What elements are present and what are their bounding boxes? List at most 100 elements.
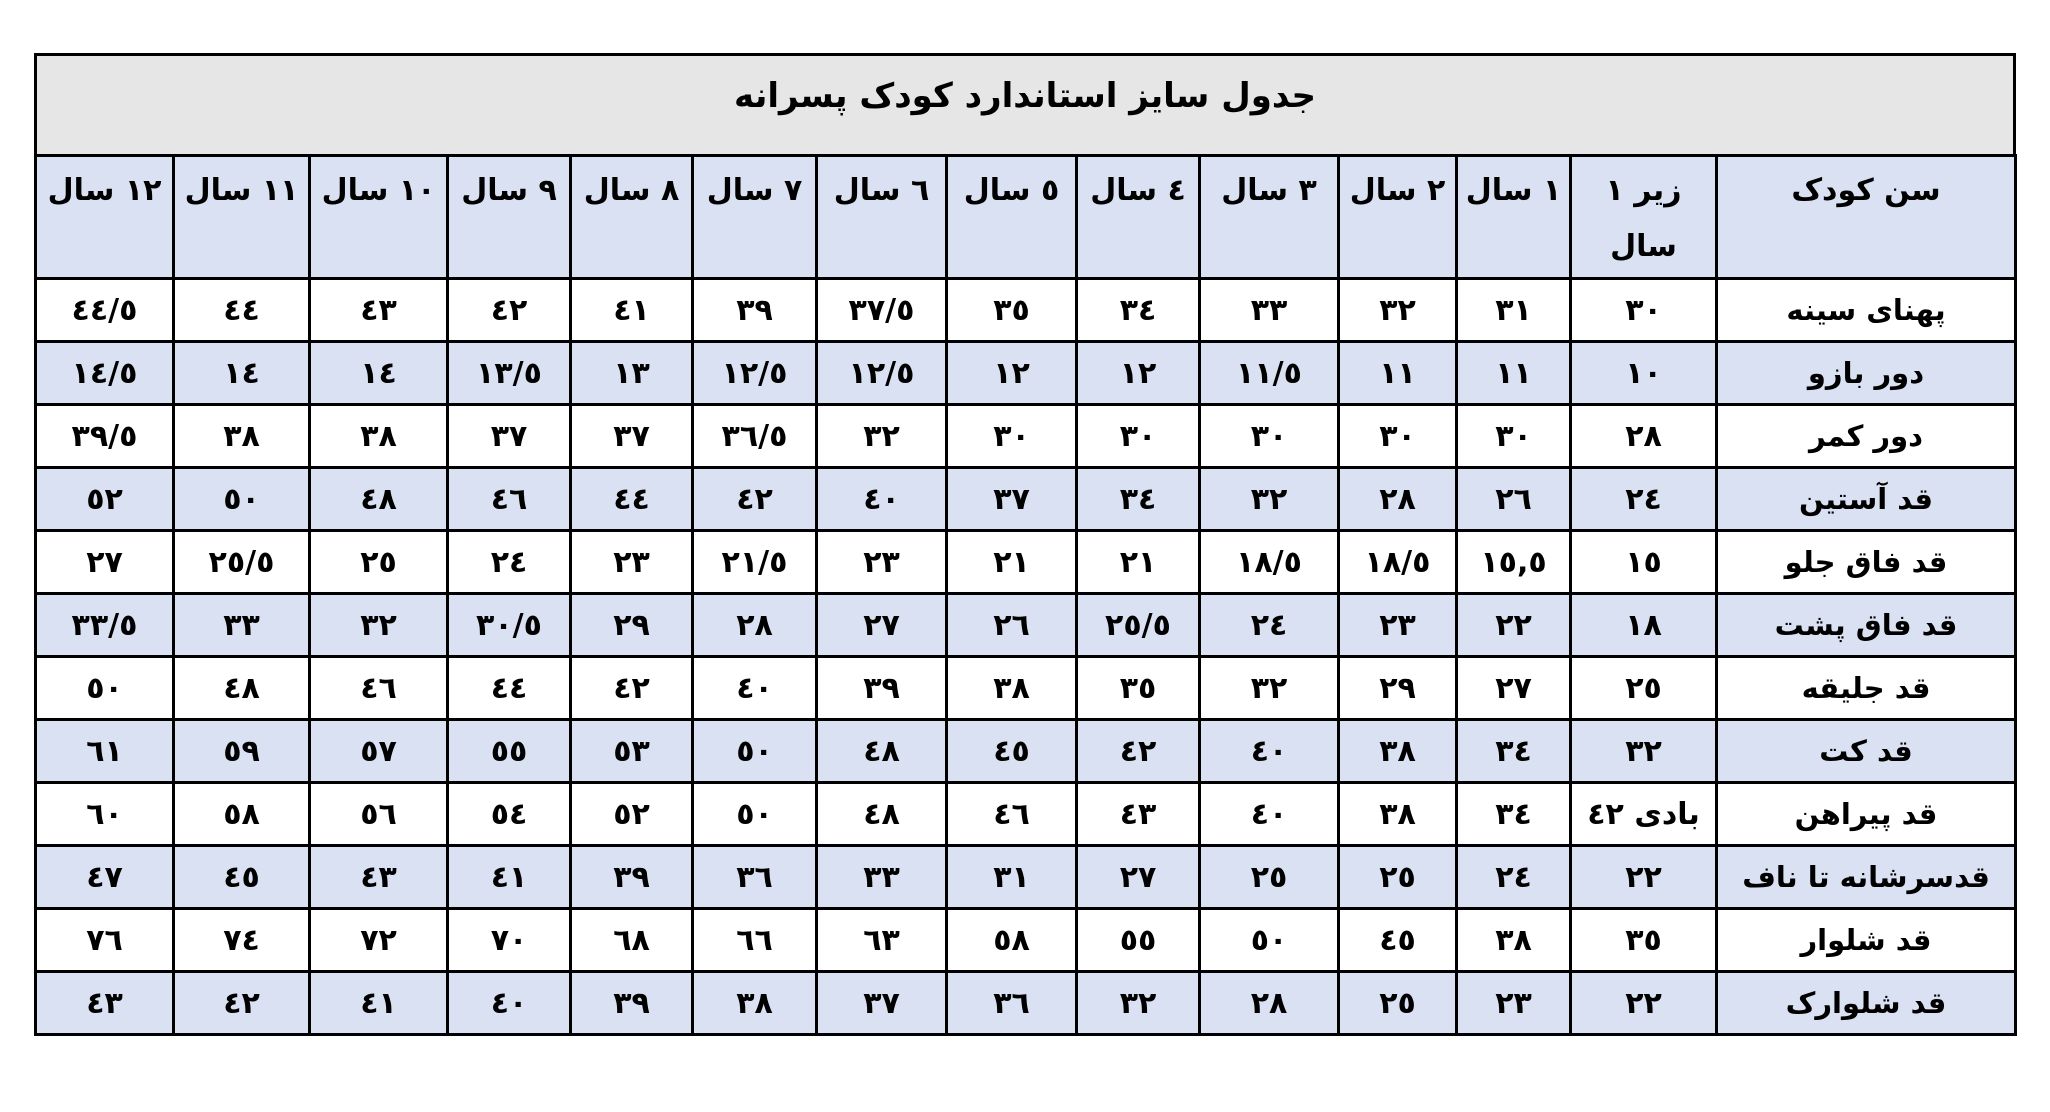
size-cell: ٥٦	[308, 781, 449, 847]
size-cell: ٣٢	[815, 403, 948, 469]
size-cell: ٢١	[945, 529, 1078, 595]
size-cell: ٢٣	[1455, 970, 1572, 1036]
size-cell: ٤٦	[446, 466, 572, 532]
size-cell: ٣٢	[1075, 970, 1201, 1036]
size-cell: ٤٠	[1198, 781, 1340, 847]
size-cell: ٣٣	[815, 844, 948, 910]
size-cell: ٤٣	[308, 277, 449, 343]
column-header: ٤ سال	[1075, 154, 1201, 280]
size-cell: ٥٠	[172, 466, 311, 532]
column-header: ٩ سال	[446, 154, 572, 280]
row-label: قد کت	[1715, 718, 2017, 784]
size-cell: ٤١	[569, 277, 694, 343]
size-cell: ٢٨	[1337, 466, 1458, 532]
size-cell: ٥٥	[1075, 907, 1201, 973]
row-label: قد فاق جلو	[1715, 529, 2017, 595]
size-cell: ١٢/٥	[691, 340, 818, 406]
size-cell: ٥٤	[446, 781, 572, 847]
size-cell: ٣٨	[1455, 907, 1572, 973]
size-cell: ٣٧	[945, 466, 1078, 532]
size-cell: ٤١	[308, 970, 449, 1036]
size-cell: ٤٧	[34, 844, 175, 910]
table-row: پهنای سینه ٣٠ ٣١ ٣٢ ٣٣ ٣٤ ٣٥ ٣٧/٥ ٣٩ ٤١ ٤٢ ٤٣ ٤٤ ٤٤/٥	[34, 277, 2017, 343]
size-cell: ٥٨	[945, 907, 1078, 973]
size-cell: ٤٢	[691, 466, 818, 532]
size-cell: ٤٤	[569, 466, 694, 532]
column-header: ١ سال	[1455, 154, 1572, 280]
size-cell: ١٤	[308, 340, 449, 406]
size-cell: ٥٩	[172, 718, 311, 784]
column-header: ٥ سال	[945, 154, 1078, 280]
size-cell: ٤١	[446, 844, 572, 910]
size-cell: ٣٨	[691, 970, 818, 1036]
table-row: قدسرشانه تا ناف ٢٢ ٢٤ ٢٥ ٢٥ ٢٧ ٣١ ٣٣ ٣٦ ٣٩ ٤١ ٤٣ ٤٥ ٤…	[34, 844, 2017, 910]
row-label: قد پیراهن	[1715, 781, 2017, 847]
size-cell: ٤٢	[172, 970, 311, 1036]
size-cell: ٣٩	[691, 277, 818, 343]
size-cell: ٣٢	[308, 592, 449, 658]
size-cell: ٣٧/٥	[815, 277, 948, 343]
size-cell: ٣٣	[1198, 277, 1340, 343]
size-cell: ٤٥	[945, 718, 1078, 784]
size-cell: ٣٥	[1569, 907, 1718, 973]
size-cell: ٢٢	[1569, 844, 1718, 910]
size-cell: ٢٧	[34, 529, 175, 595]
size-cell: ٥٣	[569, 718, 694, 784]
size-cell: ٢٩	[1337, 655, 1458, 721]
table-row: قد جلیقه ٢٥ ٢٧ ٢٩ ٣٢ ٣٥ ٣٨ ٣٩ ٤٠ ٤٢ ٤٤ ٤٦ ٤٨ ٥٠	[34, 655, 2017, 721]
size-cell: ١١	[1455, 340, 1572, 406]
size-cell: ٣٠	[1455, 403, 1572, 469]
size-cell: ٢٣	[815, 529, 948, 595]
size-cell: ٢٥/٥	[172, 529, 311, 595]
size-cell: ٥٠	[691, 781, 818, 847]
column-header: ١١ سال	[172, 154, 311, 280]
size-cell: ٣٥	[1075, 655, 1201, 721]
size-cell: ٢٤	[1198, 592, 1340, 658]
size-cell: ٣٤	[1075, 466, 1201, 532]
row-label: دور بازو	[1715, 340, 2017, 406]
size-cell: ٣٠	[1337, 403, 1458, 469]
size-cell: ٥٨	[172, 781, 311, 847]
size-cell: ٦٨	[569, 907, 694, 973]
table-row: قد فاق جلو ١٥ ١٥,٥ ١٨/٥ ١٨/٥ ٢١ ٢١ ٢٣ ٢١/٥ ٢٣ ٢٤ ٢٥…	[34, 529, 2017, 595]
column-header: ٧ سال	[691, 154, 818, 280]
size-cell: ٦١	[34, 718, 175, 784]
table-row: قد شلوارک ٢٢ ٢٣ ٢٥ ٢٨ ٣٢ ٣٦ ٣٧ ٣٨ ٣٩ ٤٠ ٤١ ٤٢ ٤٣	[34, 970, 2017, 1036]
size-cell: ٥٢	[569, 781, 694, 847]
size-cell: ٣٦	[691, 844, 818, 910]
size-cell: ٣٢	[1198, 466, 1340, 532]
size-cell: ٢٧	[815, 592, 948, 658]
size-cell: ١٤/٥	[34, 340, 175, 406]
size-cell: ١٣/٥	[446, 340, 572, 406]
size-cell: ١٢/٥	[815, 340, 948, 406]
size-cell: ١٨/٥	[1337, 529, 1458, 595]
size-cell: ١٥,٥	[1455, 529, 1572, 595]
size-cell: ٢٥/٥	[1075, 592, 1201, 658]
size-cell: ٢٨	[691, 592, 818, 658]
size-cell: ٤٨	[172, 655, 311, 721]
header-row: سن کودک زیر ١ سال ١ سال ٢ سال ٣ سال ٤ سال ٥ سا…	[34, 154, 2017, 280]
size-cell: ٢٦	[945, 592, 1078, 658]
table-row: قد فاق پشت ١٨ ٢٢ ٢٣ ٢٤ ٢٥/٥ ٢٦ ٢٧ ٢٨ ٢٩ ٣٠/٥ ٣٢ ٣٣ ٣٣…	[34, 592, 2017, 658]
size-cell: ٤٦	[308, 655, 449, 721]
size-cell: ٢٥	[1198, 844, 1340, 910]
row-label: پهنای سینه	[1715, 277, 2017, 343]
size-cell: ٤٦	[945, 781, 1078, 847]
size-cell: ٣١	[945, 844, 1078, 910]
size-cell: ٢٧	[1455, 655, 1572, 721]
size-cell: ٣٦	[945, 970, 1078, 1036]
row-label: قد آستین	[1715, 466, 2017, 532]
size-cell: ٤٢	[1075, 718, 1201, 784]
size-cell: ٣٢	[1337, 277, 1458, 343]
size-cell: ١٣	[569, 340, 694, 406]
size-cell: ٣٨	[1337, 718, 1458, 784]
size-cell: ٣٩/٥	[34, 403, 175, 469]
size-cell: ٢٣	[1337, 592, 1458, 658]
size-cell: ٤٠	[446, 970, 572, 1036]
size-cell: ٧٦	[34, 907, 175, 973]
size-cell: ٤٢	[446, 277, 572, 343]
size-cell: ٢٢	[1569, 970, 1718, 1036]
size-cell: ٤٥	[172, 844, 311, 910]
column-header: زیر ١ سال	[1569, 154, 1718, 280]
size-cell: ٢٥	[1569, 655, 1718, 721]
